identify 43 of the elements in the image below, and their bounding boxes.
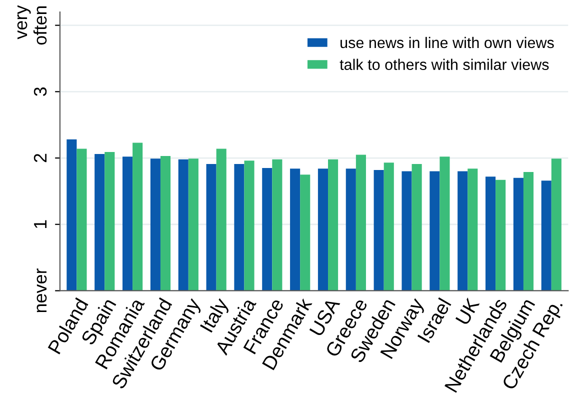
bar <box>234 164 244 291</box>
bar <box>262 168 272 291</box>
bar <box>206 164 216 291</box>
bar <box>122 156 133 291</box>
y-tick-label: very often <box>17 5 47 45</box>
legend-label: use news in line with own views <box>340 36 554 48</box>
bar <box>132 142 143 291</box>
bar <box>430 171 440 291</box>
bar <box>458 171 468 291</box>
bar <box>374 170 384 291</box>
y-tick-label: 1 <box>34 220 46 228</box>
bar <box>402 171 412 291</box>
bar <box>216 148 226 291</box>
bar <box>485 176 496 291</box>
bar <box>94 154 105 291</box>
bar <box>496 180 506 291</box>
bar <box>76 148 87 291</box>
bar <box>244 160 254 291</box>
bar <box>513 178 524 291</box>
bar <box>328 159 338 291</box>
bar <box>104 152 115 291</box>
bar <box>178 159 188 291</box>
bar <box>160 156 171 291</box>
bar <box>290 168 300 291</box>
y-tick-label: 3 <box>34 87 47 96</box>
y-tick-label: 2 <box>34 154 46 162</box>
bar <box>551 158 562 291</box>
bar <box>356 154 366 291</box>
bar <box>346 168 356 291</box>
bar <box>523 172 534 291</box>
y-tick-label: never <box>36 268 47 312</box>
bar <box>468 168 478 291</box>
bar <box>440 156 450 291</box>
bar <box>300 174 310 291</box>
bar <box>272 159 282 291</box>
bar <box>384 162 394 291</box>
bar <box>412 164 422 291</box>
legend-label: talk to others with similar views <box>340 58 549 70</box>
bar <box>541 180 552 291</box>
bar <box>318 168 328 291</box>
bar <box>66 139 77 291</box>
bar <box>188 158 198 291</box>
bar <box>150 158 160 291</box>
